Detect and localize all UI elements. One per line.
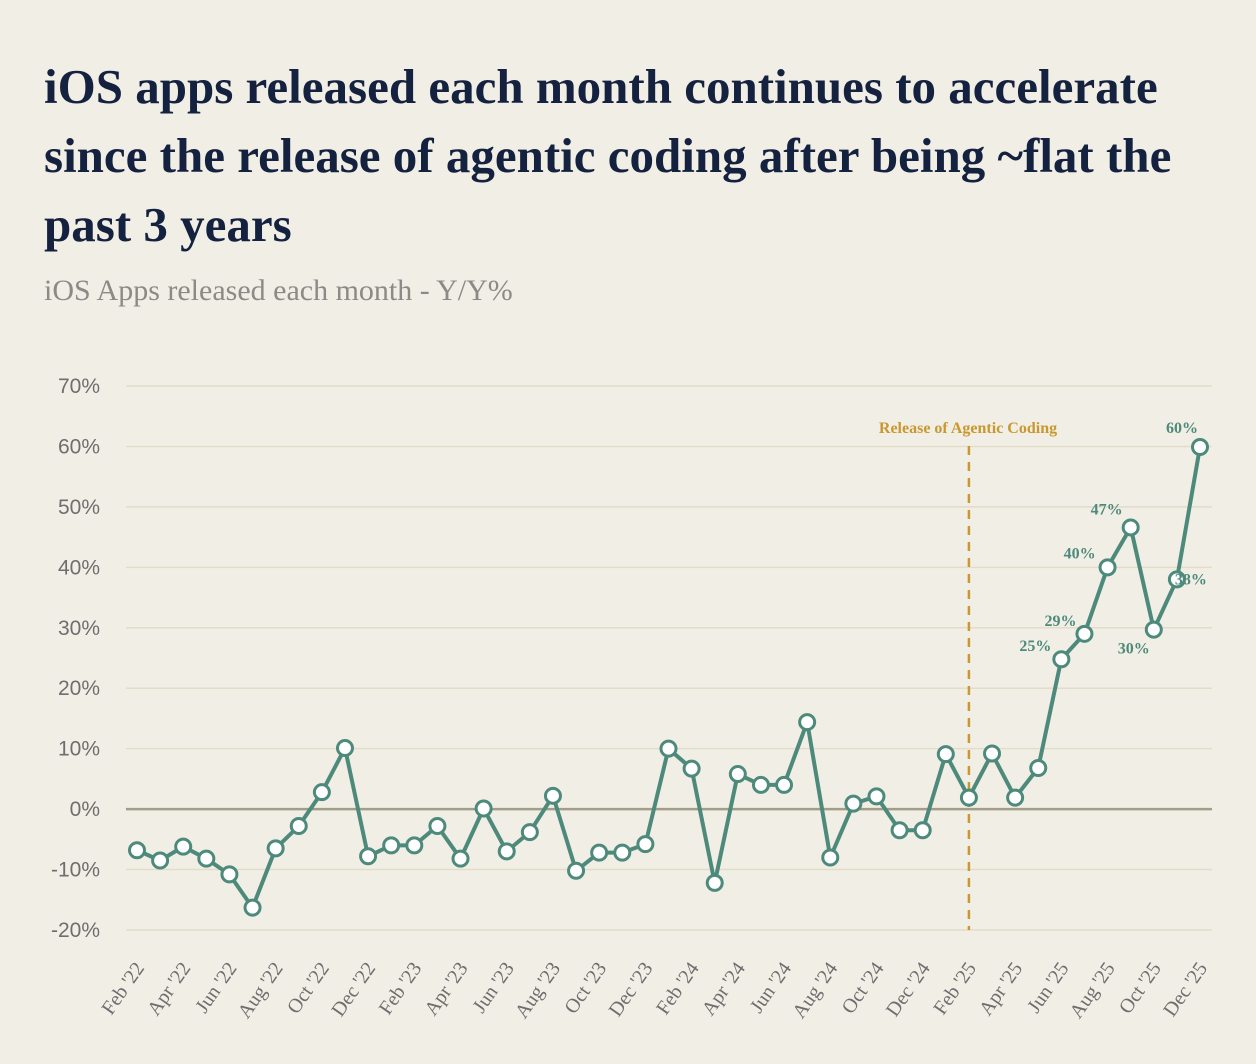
- data-point: [335, 739, 354, 758]
- data-point: [936, 745, 955, 764]
- data-point: [798, 713, 817, 732]
- x-tick-label: Apr '25: [975, 958, 1027, 1020]
- data-point: [751, 775, 770, 794]
- x-tick-label: Feb '22: [97, 958, 149, 1019]
- x-tick-label: Feb '24: [652, 958, 704, 1019]
- data-point: [775, 775, 794, 794]
- chart-title: iOS apps released each month continues t…: [44, 59, 1172, 252]
- data-point: [220, 865, 239, 884]
- data-point: [567, 861, 586, 880]
- data-point: [405, 836, 424, 855]
- x-tick-label: Aug '25: [1065, 958, 1119, 1022]
- data-point: [867, 787, 886, 806]
- x-tick-label: Oct '23: [560, 958, 611, 1018]
- data-point: [1191, 438, 1209, 457]
- x-tick-label: Dec '22: [327, 958, 380, 1020]
- data-point: [520, 823, 539, 842]
- data-point: [890, 821, 909, 840]
- x-tick-label: Oct '24: [838, 958, 889, 1018]
- x-tick-label: Apr '22: [143, 958, 195, 1020]
- data-point: [174, 837, 193, 856]
- y-tick-label: 30%: [58, 617, 100, 640]
- data-point: [1052, 650, 1071, 669]
- data-point: [1029, 759, 1048, 778]
- x-tick-label: Oct '25: [1115, 958, 1166, 1018]
- y-tick-label: -10%: [51, 859, 100, 882]
- annotation-label: Release of Agentic Coding: [879, 420, 1057, 437]
- data-label: 30%: [1118, 641, 1150, 658]
- data-point: [128, 841, 146, 860]
- y-tick-label: 0%: [70, 798, 100, 821]
- data-point: [913, 821, 932, 840]
- data-point: [497, 842, 516, 861]
- data-point: [382, 836, 401, 855]
- data-point: [543, 786, 562, 805]
- x-tick-label: Oct '22: [283, 958, 334, 1018]
- data-label: 40%: [1064, 545, 1096, 562]
- data-point: [197, 849, 216, 868]
- x-tick-label: Aug '23: [511, 958, 565, 1022]
- y-tick-label: -20%: [51, 919, 100, 942]
- data-point: [1098, 558, 1117, 577]
- data-point: [359, 847, 378, 866]
- data-label: 60%: [1166, 420, 1198, 437]
- data-label: 29%: [1044, 613, 1076, 630]
- chart-subtitle: iOS Apps released each month - Y/Y%: [44, 274, 513, 307]
- y-tick-label: 60%: [58, 435, 100, 458]
- series-line: [135, 445, 1202, 910]
- x-tick-label: Dec '25: [1159, 958, 1212, 1020]
- y-tick-label: 20%: [58, 677, 100, 700]
- data-point: [1144, 620, 1163, 639]
- x-tick-label: Aug '22: [234, 958, 288, 1022]
- data-point: [428, 817, 447, 836]
- data-point: [983, 744, 1002, 763]
- data-point: [243, 898, 262, 917]
- data-point: [959, 788, 978, 807]
- data-label: 47%: [1091, 501, 1123, 518]
- data-point: [821, 848, 840, 867]
- data-point: [1075, 624, 1094, 643]
- data-point: [1121, 518, 1140, 537]
- x-tick-label: Dec '23: [605, 958, 658, 1020]
- y-tick-label: 50%: [58, 496, 100, 519]
- data-point: [289, 817, 308, 836]
- x-tick-label: Feb '25: [929, 958, 981, 1019]
- data-point: [266, 839, 285, 858]
- data-point: [151, 851, 170, 870]
- y-tick-label: 70%: [58, 375, 100, 398]
- data-point: [613, 843, 632, 862]
- data-point: [474, 799, 493, 818]
- data-point: [590, 843, 609, 862]
- data-point: [682, 759, 701, 778]
- y-tick-label: 10%: [58, 738, 100, 761]
- x-tick-label: Apr '24: [698, 958, 750, 1020]
- x-tick-label: Dec '24: [882, 958, 935, 1020]
- x-tick-label: Feb '23: [375, 958, 427, 1019]
- data-point: [728, 765, 747, 784]
- data-point: [1006, 788, 1025, 807]
- data-point: [312, 783, 331, 802]
- data-point: [659, 739, 678, 758]
- y-tick-label: 40%: [58, 556, 100, 579]
- data-point: [705, 873, 724, 892]
- x-tick-label: Apr '23: [420, 958, 472, 1020]
- x-tick-label: Aug '24: [788, 958, 842, 1022]
- data-point: [636, 835, 655, 854]
- data-point: [844, 794, 863, 813]
- data-point: [1167, 570, 1186, 589]
- data-label: 38%: [1175, 571, 1207, 588]
- data-point: [451, 849, 470, 868]
- data-label: 25%: [1019, 638, 1051, 655]
